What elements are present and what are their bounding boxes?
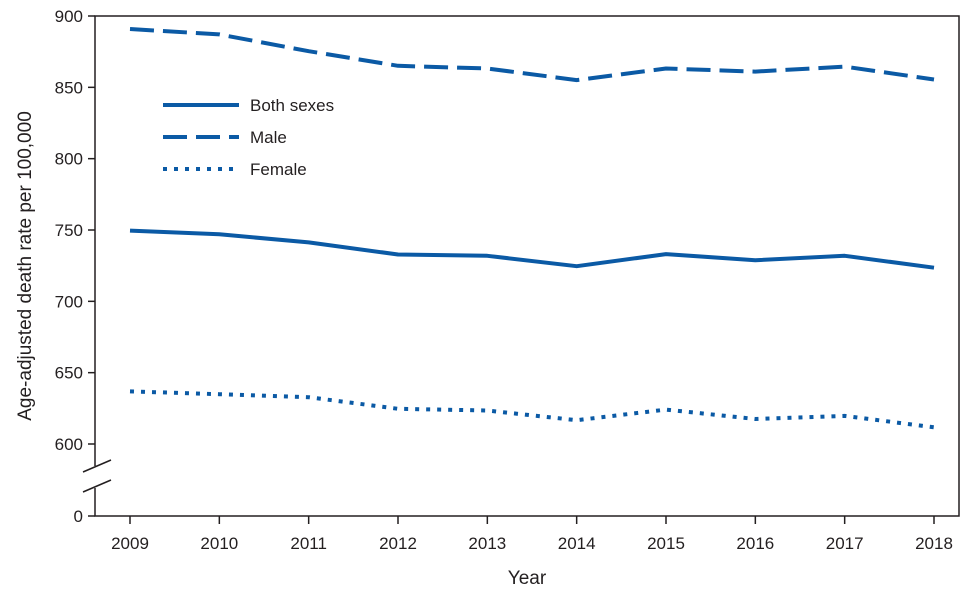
y-tick-label: 800 — [55, 150, 83, 169]
plot-frame — [94, 15, 960, 517]
y-tick-label: 750 — [55, 221, 83, 240]
x-axis-title: Year — [508, 568, 547, 589]
y-axis-break — [82, 459, 112, 493]
series-layer — [129, 27, 935, 430]
legend: Both sexes Male Female — [163, 96, 334, 179]
x-tick-label: 2010 — [200, 534, 238, 553]
x-tick-label: 2018 — [915, 534, 953, 553]
y-tick-label: 600 — [55, 435, 83, 454]
x-axis: 2009 2010 2011 2012 2013 2014 2015 2016 2017 2018 — [111, 516, 953, 553]
axis-break-gap — [90, 466, 100, 488]
y-tick-label: 700 — [55, 292, 83, 311]
x-tick-label: 2016 — [736, 534, 774, 553]
x-tick-label: 2013 — [468, 534, 506, 553]
legend-label: Male — [250, 128, 287, 147]
x-tick-label: 2012 — [379, 534, 417, 553]
axis-break-mark — [82, 459, 112, 473]
y-tick-label: 650 — [55, 364, 83, 383]
legend-label: Both sexes — [250, 96, 334, 115]
x-tick-label: 2009 — [111, 534, 149, 553]
x-tick-label: 2015 — [647, 534, 685, 553]
x-tick-label: 2011 — [290, 534, 327, 553]
series-line-male — [129, 27, 935, 83]
axis-break-mark — [82, 479, 112, 493]
legend-label: Female — [250, 160, 307, 179]
x-tick-label: 2014 — [558, 534, 596, 553]
y-axis-title: Age-adjusted death rate per 100,000 — [15, 111, 36, 421]
y-axis: 0 600 650 700 750 800 850 900 — [55, 7, 95, 526]
series-line-female — [129, 389, 935, 430]
y-tick-label: 900 — [55, 7, 83, 26]
series-line-both-sexes — [129, 228, 935, 270]
x-tick-label: 2017 — [826, 534, 864, 553]
y-tick-label: 850 — [55, 78, 83, 97]
y-tick-label: 0 — [74, 507, 83, 526]
